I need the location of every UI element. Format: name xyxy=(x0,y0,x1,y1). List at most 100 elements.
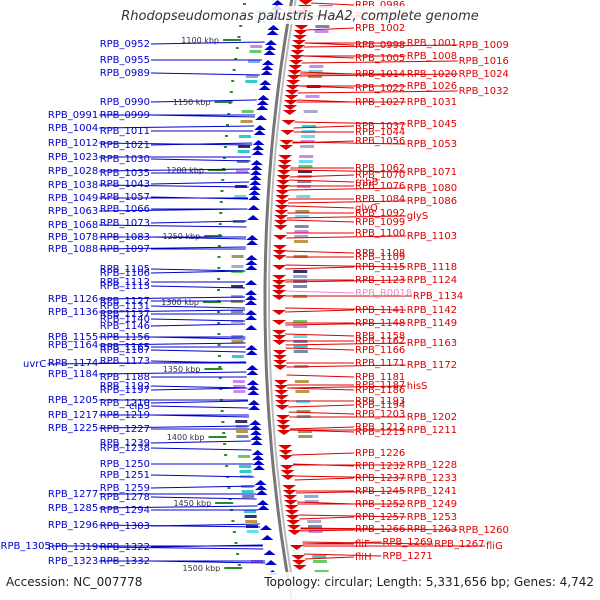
forward-category-block xyxy=(245,520,258,523)
reverse-category-block xyxy=(304,495,319,498)
forward-gene-label: RPB_1173 xyxy=(100,356,150,367)
reverse-gene-label: RPB_1001 xyxy=(407,38,457,49)
forward-gene-arrow xyxy=(245,295,258,300)
reverse-gene-label: fliF xyxy=(355,539,370,550)
tick-label: 1100 kbp xyxy=(181,36,219,45)
reverse-category-block xyxy=(293,345,308,348)
reverse-gene-arrow xyxy=(277,160,292,165)
label-connector xyxy=(99,168,251,172)
forward-gene-arrow xyxy=(247,385,260,390)
connector-lines xyxy=(47,2,485,564)
tick-label: 1450 kbp xyxy=(173,499,211,508)
reverse-gene-label: RPB_1071 xyxy=(407,167,457,178)
forward-gene-arrow xyxy=(249,420,262,425)
forward-gene-label: RPB_1278 xyxy=(100,492,150,503)
reverse-gene-label: glyS xyxy=(407,211,428,222)
label-connector xyxy=(150,270,246,274)
reverse-gene-label: RPB_1202 xyxy=(407,412,457,423)
reverse-gene-label: RPB_1171 xyxy=(355,358,405,369)
reverse-gene-label: RPB_1008 xyxy=(407,51,457,62)
reverse-category-block xyxy=(293,320,308,323)
reverse-gene-arrow xyxy=(287,530,302,535)
forward-gene-arrow xyxy=(253,465,266,470)
reverse-gene-label: RPB_1163 xyxy=(407,338,457,349)
reverse-gene-label: RPB_1016 xyxy=(459,56,509,67)
reverse-gene-arrow xyxy=(276,175,291,180)
forward-category-block xyxy=(231,310,244,313)
label-connector xyxy=(292,141,406,145)
reverse-gene-arrow xyxy=(272,245,287,250)
reverse-gene-arrow xyxy=(273,220,288,225)
reverse-category-block xyxy=(294,230,309,233)
label-connector xyxy=(150,485,256,489)
forward-category-block xyxy=(232,380,245,383)
forward-category-block xyxy=(231,320,244,323)
reverse-gene-arrow xyxy=(293,30,308,35)
forward-gene-label: RPB_1205 xyxy=(48,395,98,406)
reverse-category-block xyxy=(294,225,309,228)
forward-gene-label: RPB_0955 xyxy=(100,55,150,66)
reverse-gene-label: RPB_1266 xyxy=(355,524,405,535)
forward-gene-label: RPB_1296 xyxy=(48,520,98,531)
reverse-gene-arrow xyxy=(278,450,293,455)
reverse-category-block xyxy=(301,135,316,138)
label-connector xyxy=(285,333,355,337)
reverse-gene-arrow xyxy=(285,90,300,95)
reverse-gene-label: RPB_1166 xyxy=(355,345,405,356)
label-connector xyxy=(300,527,458,531)
forward-gene-label: RPB_1105 xyxy=(100,264,150,275)
reverse-gene-arrow xyxy=(283,105,298,110)
reverse-gene-arrow xyxy=(282,490,297,495)
reverse-gene-arrow xyxy=(289,545,304,550)
reverse-gene-label: RPB_1134 xyxy=(413,291,463,302)
label-connector xyxy=(285,322,406,326)
reverse-gene-label: RPB_1181 xyxy=(355,372,405,383)
reverse-gene-arrow xyxy=(282,110,297,115)
reverse-gene-arrow xyxy=(273,235,288,240)
forward-gene-arrow xyxy=(265,40,277,45)
label-connector xyxy=(289,179,355,183)
forward-gene-label: RPB_1167 xyxy=(100,345,150,356)
forward-gene-label: RPB_1217 xyxy=(48,410,98,421)
reverse-gene-label: RPB_1062 xyxy=(355,163,405,174)
title-background xyxy=(105,6,490,24)
label-connector xyxy=(289,429,355,433)
forward-gene-arrow xyxy=(245,315,258,320)
reverse-category-block xyxy=(302,125,317,128)
forward-gene-label: RPB_1322 xyxy=(100,542,150,553)
forward-gene-arrow xyxy=(264,45,277,50)
forward-gene-arrow xyxy=(251,450,264,455)
reverse-gene-arrow xyxy=(272,295,287,300)
forward-gene-label: RPB_1305 xyxy=(1,541,51,552)
label-connector xyxy=(288,187,406,191)
reverse-gene-arrow xyxy=(286,525,301,530)
reverse-gene-arrow xyxy=(291,555,306,560)
label-connector xyxy=(293,125,355,129)
reverse-category-block xyxy=(297,180,312,183)
forward-gene-arrow xyxy=(257,95,270,100)
reverse-gene-arrow xyxy=(272,250,287,255)
forward-gene-label: RPB_1137 xyxy=(100,309,150,320)
forward-gene-arrow xyxy=(257,505,270,510)
forward-gene-label: RPB_1038 xyxy=(48,180,98,191)
forward-gene-label: RPB_1332 xyxy=(100,556,150,567)
reverse-gene-arrow xyxy=(285,510,300,515)
forward-gene-arrow xyxy=(245,290,258,295)
forward-gene-arrow xyxy=(254,480,267,485)
reverse-gene-label: RPB_1226 xyxy=(355,448,405,459)
reverse-gene-arrow xyxy=(272,280,287,285)
reverse-category-block xyxy=(296,195,311,198)
reverse-category-block xyxy=(313,560,327,563)
forward-gene-arrow xyxy=(245,345,258,350)
label-connector xyxy=(285,264,406,268)
forward-category-block xyxy=(235,420,248,423)
forward-gene-arrow xyxy=(248,195,261,200)
label-connector xyxy=(150,268,246,272)
forward-gene-label: RPB_1285 xyxy=(48,503,98,514)
label-connector xyxy=(298,514,406,518)
label-connector xyxy=(150,387,248,391)
reverse-category-block xyxy=(298,160,313,163)
reverse-gene-label: RPB_1070 xyxy=(355,170,405,181)
forward-gene-arrow xyxy=(249,425,262,430)
